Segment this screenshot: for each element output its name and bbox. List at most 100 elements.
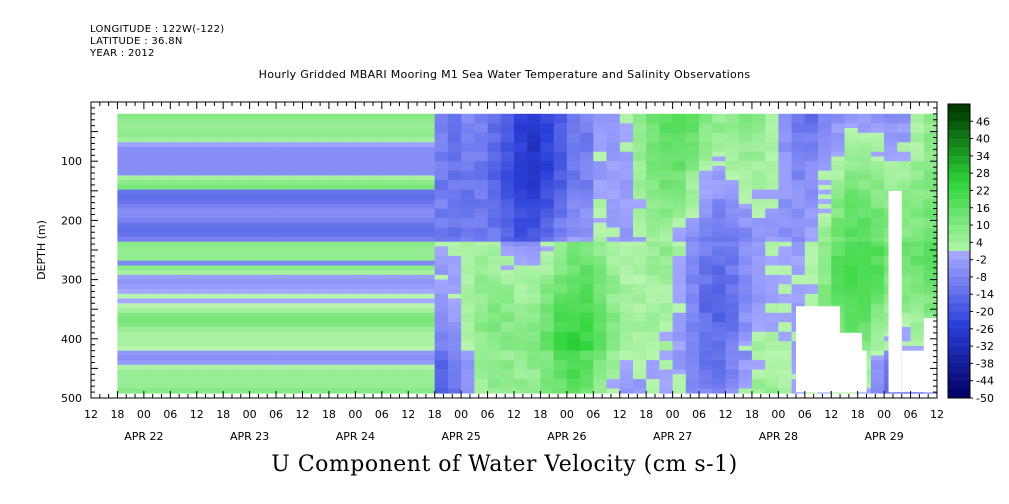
heatmap-cell [540, 137, 554, 143]
heatmap-cell [276, 289, 290, 295]
heatmap-cell [262, 383, 277, 389]
heatmap-cell [355, 222, 369, 228]
heatmap-cell [553, 142, 568, 148]
heatmap-cell [566, 355, 581, 361]
heatmap-cell [646, 379, 660, 385]
heatmap-cell [474, 165, 488, 171]
heatmap-cell [170, 199, 184, 205]
heatmap-cell [804, 255, 819, 261]
heatmap-cell [646, 360, 660, 366]
heatmap-cell [342, 208, 356, 214]
heatmap-cell [183, 142, 198, 148]
heatmap-cell [672, 151, 687, 157]
heatmap-cell [487, 161, 502, 167]
heatmap-cell [897, 199, 911, 205]
heatmap-cell [500, 113, 515, 119]
y-tick-label: 500 [61, 392, 82, 405]
heatmap-cell [236, 132, 250, 138]
heatmap-cell [395, 118, 409, 124]
heatmap-cell [553, 327, 568, 333]
heatmap-cell [619, 241, 634, 247]
x-hour-label: 12 [719, 408, 733, 421]
heatmap-cell [355, 341, 369, 347]
heatmap-cell [685, 241, 700, 247]
heatmap-cell [884, 142, 898, 148]
heatmap-cell [395, 128, 409, 134]
heatmap-cell [315, 241, 330, 247]
heatmap-cell [276, 336, 290, 342]
heatmap-cell [381, 128, 396, 134]
heatmap-cell [143, 327, 158, 333]
heatmap-cell [183, 303, 198, 309]
heatmap-cell [421, 374, 436, 380]
heatmap-cell [355, 137, 369, 143]
heatmap-cell [751, 255, 766, 261]
heatmap-cell [527, 388, 541, 394]
heatmap-cell [381, 298, 396, 304]
heatmap-cell [355, 161, 369, 167]
heatmap-cell [791, 218, 806, 224]
heatmap-cell [368, 341, 383, 347]
heatmap-cell [923, 123, 938, 129]
heatmap-cell [910, 298, 925, 304]
heatmap-cell [619, 189, 634, 195]
heatmap-cell [143, 350, 158, 356]
heatmap-cell [725, 284, 740, 290]
heatmap-cell [302, 203, 317, 209]
heatmap-cell [791, 199, 806, 205]
heatmap-cell [262, 222, 277, 228]
x-hour-label: 00 [877, 408, 891, 421]
heatmap-cell [685, 142, 700, 148]
heatmap-cell [236, 194, 250, 200]
heatmap-cell [910, 170, 925, 176]
colorbar-swatch [948, 389, 970, 399]
heatmap-cell [884, 118, 898, 124]
x-hour-label: 18 [322, 408, 336, 421]
heatmap-cell [593, 331, 607, 337]
heatmap-cell [421, 284, 436, 290]
heatmap-cell [368, 123, 383, 129]
heatmap-cell [196, 322, 211, 328]
heatmap-cell [514, 322, 528, 328]
heatmap-cell [712, 137, 726, 143]
heatmap-cell [487, 289, 502, 295]
heatmap-cell [487, 189, 502, 195]
heatmap-cell [910, 279, 925, 285]
heatmap-cell [514, 170, 528, 176]
heatmap-cell [699, 364, 713, 370]
heatmap-cell [606, 151, 621, 157]
heatmap-cell [751, 189, 766, 195]
heatmap-cell [844, 180, 859, 186]
heatmap-cell [289, 213, 303, 219]
heatmap-cell [408, 194, 422, 200]
heatmap-cell [566, 203, 581, 209]
heatmap-cell [276, 189, 290, 195]
heatmap-cell [791, 251, 806, 257]
heatmap-cell [315, 345, 330, 351]
heatmap-cell [844, 298, 859, 304]
heatmap-cell [725, 345, 740, 351]
heatmap-cell [500, 222, 515, 228]
heatmap-cell [699, 388, 713, 394]
heatmap-cell [593, 345, 607, 351]
heatmap-cell [527, 251, 541, 257]
heatmap-cell [236, 284, 250, 290]
heatmap-cell [421, 388, 436, 394]
heatmap-cell [791, 184, 806, 190]
heatmap-cell [487, 274, 502, 280]
heatmap-cell [566, 322, 581, 328]
heatmap-cell [342, 180, 356, 186]
heatmap-cell [276, 308, 290, 314]
heatmap-cell [831, 132, 845, 138]
heatmap-cell [725, 161, 740, 167]
heatmap-cell [447, 383, 462, 389]
heatmap-cell [157, 161, 171, 167]
heatmap-cell [765, 317, 779, 323]
heatmap-cell [910, 308, 925, 314]
heatmap-cell [619, 379, 634, 385]
heatmap-cell [738, 142, 753, 148]
heatmap-cell [487, 227, 502, 233]
heatmap-cell [593, 260, 607, 266]
heatmap-cell [633, 255, 647, 261]
heatmap-cell [117, 251, 131, 257]
